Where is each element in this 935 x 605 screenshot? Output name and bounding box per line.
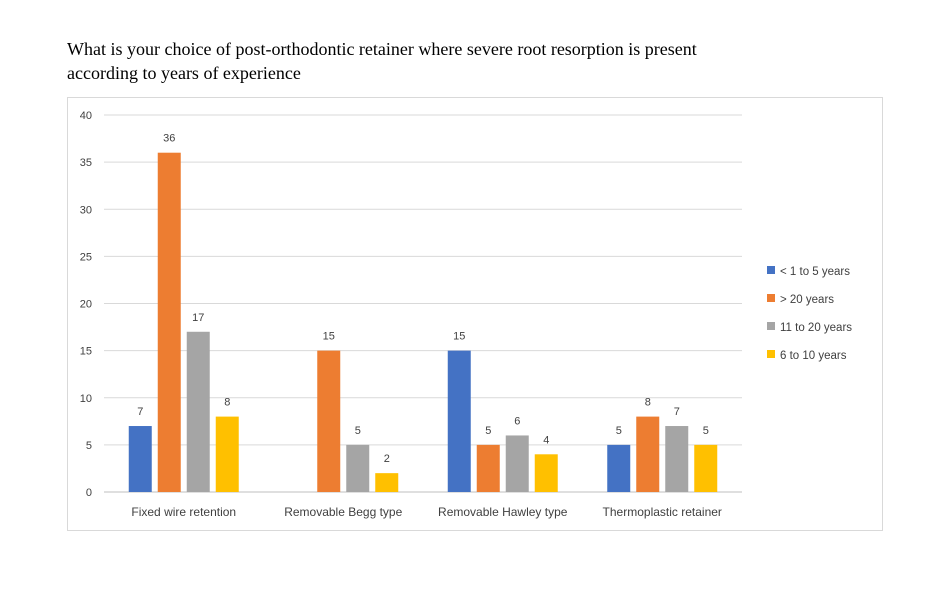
data-label: 15: [453, 331, 465, 343]
legend-label: > 20 years: [780, 294, 834, 306]
x-category-label: Removable Begg type: [284, 505, 402, 519]
legend-swatch: [767, 266, 775, 274]
bar: [534, 454, 558, 492]
bar: [447, 350, 471, 492]
data-label: 15: [323, 331, 335, 343]
bar: [346, 444, 370, 492]
legend-swatch: [767, 350, 775, 358]
data-label: 5: [355, 425, 361, 437]
bar: [607, 444, 631, 492]
chart-title-line-2: according to years of experience: [67, 63, 301, 83]
bar: [694, 444, 718, 492]
x-category-label: Fixed wire retention: [131, 505, 236, 519]
legend-label: 11 to 20 years: [780, 322, 852, 334]
bar: [505, 435, 529, 492]
bar: [186, 331, 210, 492]
y-tick-label: 10: [80, 393, 92, 405]
y-tick-label: 5: [86, 440, 92, 452]
bar: [215, 416, 239, 492]
x-category-label: Removable Hawley type: [438, 505, 568, 519]
y-tick-label: 0: [86, 487, 92, 499]
data-label: 5: [703, 425, 709, 437]
y-tick-label: 15: [80, 346, 92, 358]
data-label: 7: [674, 406, 680, 418]
bar: [665, 426, 689, 492]
bar: [375, 473, 399, 492]
data-label: 8: [224, 397, 230, 409]
y-tick-label: 25: [80, 251, 92, 263]
chart-title: What is your choice of post-orthodontic …: [67, 37, 867, 85]
data-label: 36: [163, 133, 175, 145]
legend-label: < 1 to 5 years: [780, 266, 850, 278]
data-label: 17: [192, 312, 204, 324]
data-label: 7: [137, 406, 143, 418]
bar: [128, 426, 152, 492]
y-tick-label: 40: [80, 110, 92, 122]
data-label: 5: [485, 425, 491, 437]
bar: [476, 444, 500, 492]
bar: [157, 152, 181, 492]
y-tick-label: 35: [80, 157, 92, 169]
chart-title-line-1: What is your choice of post-orthodontic …: [67, 39, 697, 59]
x-category-label: Thermoplastic retainer: [603, 505, 722, 519]
y-tick-label: 30: [80, 204, 92, 216]
data-label: 4: [543, 434, 549, 446]
data-label: 8: [645, 397, 651, 409]
data-label: 5: [616, 425, 622, 437]
data-label: 2: [384, 453, 390, 465]
bar: [317, 350, 341, 492]
legend-swatch: [767, 322, 775, 330]
bar: [636, 416, 660, 492]
legend-swatch: [767, 294, 775, 302]
legend-label: 6 to 10 years: [780, 350, 847, 362]
data-label: 6: [514, 415, 520, 427]
y-tick-label: 20: [80, 299, 92, 311]
